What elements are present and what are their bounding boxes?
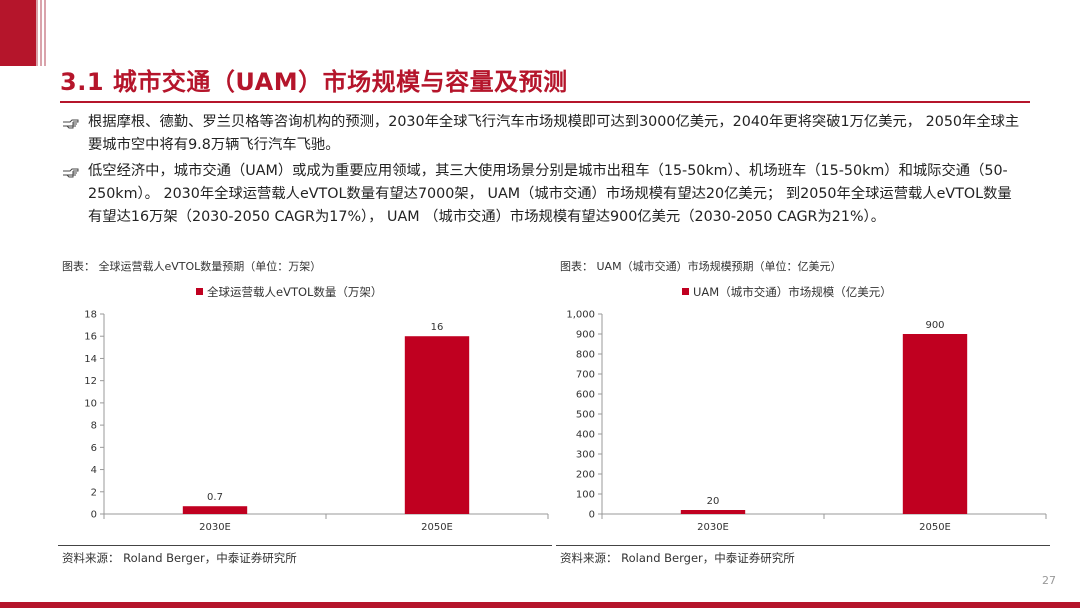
x-tick-label: 2050E [919, 522, 951, 533]
bar [902, 334, 968, 514]
hand-pointer-icon [63, 168, 79, 178]
y-tick-label: 0 [589, 510, 595, 521]
bar [404, 336, 470, 514]
bar [182, 506, 248, 514]
source-divider [58, 545, 552, 546]
bar-value-label: 16 [431, 322, 444, 333]
footer-bar [0, 602, 1080, 608]
page-number: 27 [1042, 574, 1056, 587]
bullet-item: 根据摩根、德勤、罗兰贝格等咨询机构的预测，2030年全球飞行汽车市场规模即可达到… [62, 111, 1022, 157]
bar-chart: 0 2 4 6 8 10 12 14 16 18 0.7 2030E 16 2050E [84, 310, 549, 533]
y-tick-label: 800 [576, 350, 595, 361]
y-tick-label: 6 [91, 443, 97, 454]
corner-accent-block [0, 0, 36, 66]
bullet-item: 低空经济中，城市交通（UAM）或成为重要应用领域，其三大使用场景分别是城市出租车… [62, 160, 1022, 229]
x-tick-label: 2030E [697, 522, 729, 533]
y-tick-label: 500 [576, 410, 595, 421]
x-tick-label: 2050E [421, 522, 453, 533]
title-divider [60, 101, 1030, 103]
y-tick-label: 1,000 [566, 310, 595, 321]
source-divider [556, 545, 1050, 546]
y-tick-label: 14 [84, 354, 97, 365]
slide-title: 3.1 城市交通（UAM）市场规模与容量及预测 [60, 68, 568, 96]
uam-market-chart: 图表： UAM（城市交通）市场规模预期（单位：亿美元） UAM（城市交通）市场规… [556, 258, 1056, 568]
y-tick-label: 12 [84, 376, 97, 387]
bullet-list: 根据摩根、德勤、罗兰贝格等咨询机构的预测，2030年全球飞行汽车市场规模即可达到… [62, 111, 1022, 232]
y-tick-label: 8 [91, 421, 97, 432]
y-tick-label: 700 [576, 370, 595, 381]
y-tick-label: 400 [576, 430, 595, 441]
x-tick-label: 2030E [199, 522, 231, 533]
bar-value-label: 20 [707, 496, 720, 507]
corner-accent-stripes [36, 0, 48, 66]
bar-chart: 0 100 200 300 400 500 600 700 800 900 1,000 20 2030E… [566, 310, 1047, 533]
chart-legend: 全球运营载人eVTOL数量（万架） [196, 284, 382, 300]
y-tick-label: 16 [84, 332, 97, 343]
y-tick-label: 600 [576, 390, 595, 401]
y-tick-label: 2 [91, 487, 97, 498]
legend-swatch [682, 288, 689, 295]
chart-legend: UAM（城市交通）市场规模（亿美元） [682, 284, 892, 300]
legend-label: 全球运营载人eVTOL数量（万架） [207, 285, 383, 299]
y-tick-label: 4 [91, 465, 97, 476]
chart-source: 资料来源： Roland Berger，中泰证券研究所 [560, 551, 795, 565]
bullet-text: 低空经济中，城市交通（UAM）或成为重要应用领域，其三大使用场景分别是城市出租车… [88, 163, 1012, 225]
y-tick-label: 200 [576, 470, 595, 481]
y-tick-label: 18 [84, 310, 97, 321]
chart-caption: 图表： UAM（城市交通）市场规模预期（单位：亿美元） [560, 260, 842, 273]
evtol-count-chart: 图表： 全球运营载人eVTOL数量预期（单位：万架） 全球运营载人eVTOL数量… [58, 258, 558, 568]
y-tick-label: 0 [91, 510, 97, 521]
legend-swatch [196, 288, 203, 295]
bar-value-label: 900 [925, 320, 944, 331]
bullet-text: 根据摩根、德勤、罗兰贝格等咨询机构的预测，2030年全球飞行汽车市场规模即可达到… [88, 114, 1020, 153]
y-tick-label: 10 [84, 398, 97, 409]
legend-label: UAM（城市交通）市场规模（亿美元） [693, 285, 892, 299]
y-tick-label: 300 [576, 450, 595, 461]
bar-value-label: 0.7 [207, 492, 223, 503]
hand-pointer-icon [63, 119, 79, 129]
chart-source: 资料来源： Roland Berger，中泰证券研究所 [62, 551, 297, 565]
chart-caption: 图表： 全球运营载人eVTOL数量预期（单位：万架） [62, 260, 322, 273]
y-tick-label: 100 [576, 490, 595, 501]
bar [680, 510, 746, 514]
y-tick-label: 900 [576, 330, 595, 341]
